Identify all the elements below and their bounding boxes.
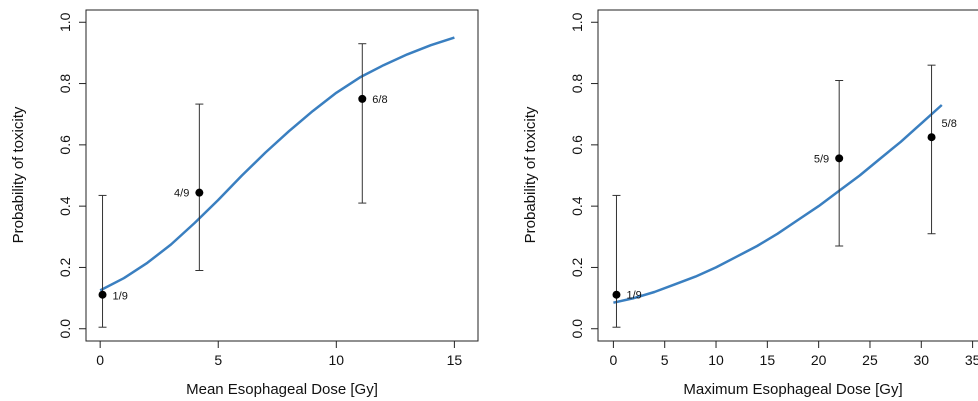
x-tick-label: 20 bbox=[811, 352, 827, 368]
x-tick-label: 35 bbox=[965, 352, 978, 368]
y-tick-label: 0.8 bbox=[57, 74, 73, 94]
data-point bbox=[927, 133, 936, 142]
x-tick-label: 10 bbox=[329, 352, 345, 368]
y-tick-label: 0.6 bbox=[57, 135, 73, 155]
point-label: 6/8 bbox=[372, 94, 387, 106]
y-tick-label: 0.2 bbox=[569, 258, 585, 278]
data-point bbox=[195, 188, 204, 197]
plot-frame bbox=[597, 9, 978, 342]
x-tick-label: 5 bbox=[661, 352, 669, 368]
x-axis-title: Maximum Esophageal Dose [Gy] bbox=[683, 381, 902, 398]
curve-line bbox=[613, 104, 943, 304]
point-label: 4/9 bbox=[174, 188, 189, 200]
y-tick-label: 1.0 bbox=[569, 12, 585, 32]
x-tick-label: 15 bbox=[447, 352, 463, 368]
data-points: 1/9 5/9 5/8 bbox=[612, 64, 957, 328]
x-axis: 0 5 10 15 bbox=[96, 341, 462, 368]
y-tick-label: 0.4 bbox=[569, 196, 585, 216]
y-axis-title: Probability of toxicity bbox=[522, 106, 539, 243]
y-tick-label: 1.0 bbox=[57, 12, 73, 32]
x-axis-title: Mean Esophageal Dose [Gy] bbox=[186, 381, 378, 398]
mean-dose-panel: 0 5 10 15 0.0 0.2 0.4 0.6 0.8 1.0 1/9 4/9 6/8 Mean… bbox=[10, 9, 479, 398]
data-point bbox=[358, 94, 367, 103]
x-tick-label: 0 bbox=[96, 352, 104, 368]
y-axis-title: Probability of toxicity bbox=[10, 106, 27, 243]
x-tick-label: 10 bbox=[708, 352, 724, 368]
data-point bbox=[835, 154, 844, 163]
y-axis: 0.0 0.2 0.4 0.6 0.8 1.0 bbox=[569, 12, 598, 338]
x-axis: 0 5 10 15 20 25 30 35 bbox=[609, 341, 978, 368]
point-label: 1/9 bbox=[113, 291, 128, 303]
x-tick-label: 5 bbox=[214, 352, 222, 368]
max-dose-panel: 0 5 10 15 20 25 30 35 0.0 0.2 0.4 0.6 0.8 1.0 1/9 5/9… bbox=[522, 9, 978, 398]
plot-frame bbox=[85, 9, 479, 342]
fitted-curve bbox=[613, 104, 943, 304]
y-tick-label: 0.2 bbox=[57, 258, 73, 278]
x-tick-label: 15 bbox=[760, 352, 776, 368]
point-label: 1/9 bbox=[626, 290, 641, 302]
y-tick-label: 0.6 bbox=[569, 135, 585, 155]
point-label: 5/9 bbox=[814, 153, 829, 165]
x-tick-label: 0 bbox=[609, 352, 617, 368]
point-label: 5/8 bbox=[942, 118, 957, 130]
x-tick-label: 30 bbox=[914, 352, 930, 368]
data-point bbox=[98, 290, 107, 299]
x-tick-label: 25 bbox=[862, 352, 878, 368]
y-tick-label: 0.0 bbox=[569, 319, 585, 339]
curve-line bbox=[99, 36, 455, 292]
y-axis: 0.0 0.2 0.4 0.6 0.8 1.0 bbox=[57, 12, 86, 338]
y-tick-label: 0.0 bbox=[57, 319, 73, 339]
data-points: 1/9 4/9 6/8 bbox=[98, 43, 388, 328]
fitted-curve bbox=[99, 36, 455, 292]
y-tick-label: 0.8 bbox=[569, 74, 585, 94]
y-tick-label: 0.4 bbox=[57, 196, 73, 216]
data-point bbox=[612, 290, 621, 299]
